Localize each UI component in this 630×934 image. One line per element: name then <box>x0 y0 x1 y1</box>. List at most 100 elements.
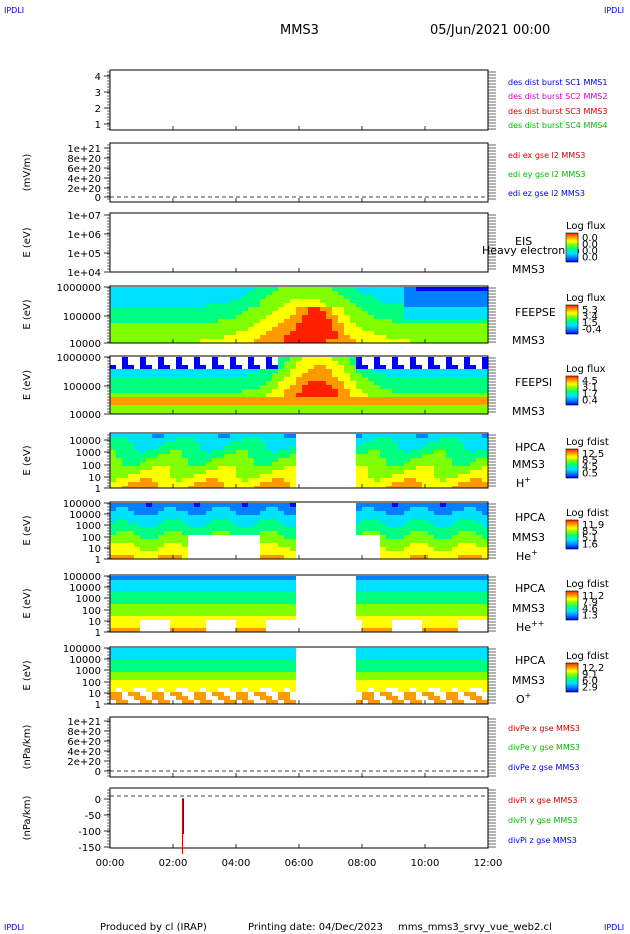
colorbar <box>565 375 579 406</box>
panel-frame <box>109 69 489 131</box>
panel-divpi: 0 -50 -100 -150 (nPa/km) divPi x gse MMS3 divP… <box>22 787 577 855</box>
species-label: O+ <box>516 691 531 706</box>
legend-entry: divPi y gse MMS3 <box>508 816 577 825</box>
ytick-label: 2e+20 <box>67 184 101 195</box>
corner-tag-tl: IPDLI <box>4 6 24 15</box>
colorbar-label: 1.3 <box>582 611 598 622</box>
spectrogram-hpca_o <box>110 648 488 704</box>
corner-tag-bl: IPDLI <box>4 923 24 932</box>
ytick-label: 8e+20 <box>67 154 101 165</box>
colorbar-title: Log fdist <box>566 651 609 662</box>
ytick-label: 1000 <box>76 666 101 677</box>
colorbar-label: 1.5 <box>582 318 598 329</box>
ylabel: (nPa/km) <box>22 725 33 770</box>
xtick-label: 00:00 <box>96 858 125 869</box>
ytick-label: 1e+21 <box>67 717 101 728</box>
ytick-label: -100 <box>78 827 101 838</box>
instrument-label: HPCA <box>515 441 546 454</box>
panels-group: 4 3 2 1 des dist burst SC1 MMS1 des dist burs… <box>22 69 609 855</box>
ytick-label: -150 <box>78 843 101 854</box>
ytick-label: 4 <box>95 72 101 83</box>
ylabel: E (eV) <box>22 227 33 257</box>
ylabel: E (eV) <box>22 660 33 690</box>
instrument-label: FEEPSE <box>515 306 556 319</box>
ytick-label: 100 <box>82 533 101 544</box>
ytick-label: 2e+20 <box>67 757 101 768</box>
colorbar-label: 3.1 <box>582 383 598 394</box>
ytick-label: 6e+20 <box>67 737 101 748</box>
ytick-label: 6e+20 <box>67 164 101 175</box>
colorbar-title: Log fdist <box>566 508 609 519</box>
colorbar-label: 3.4 <box>582 312 598 323</box>
colorbar-label: 12.5 <box>582 449 604 460</box>
ytick-label: 2 <box>95 104 101 115</box>
spectrogram-hpca_h <box>110 434 488 488</box>
ytick-label: 1000 <box>76 521 101 532</box>
ytick-label: 10 <box>88 617 101 628</box>
colorbar-label: 7.9 <box>582 598 598 609</box>
ytick-label: 1000 <box>76 448 101 459</box>
instrument-spacecraft: MMS3 <box>512 405 545 418</box>
ytick-label: 100000 <box>63 572 101 583</box>
colorbar-label: 0.0 <box>582 240 598 251</box>
ytick-label: 10 <box>88 689 101 700</box>
ytick-label: 1000000 <box>56 353 101 364</box>
colorbar-label: 1.6 <box>582 540 598 551</box>
instrument-spacecraft: MMS3 <box>512 263 545 276</box>
ytick-label: 100000 <box>63 382 101 393</box>
ytick-label: 0 <box>95 767 101 778</box>
instrument-label: EIS <box>515 235 532 248</box>
footer-produced-by: Produced by cl (IRAP) <box>100 922 207 933</box>
ytick-label: 10000 <box>69 339 101 350</box>
colorbar-label: 1.7 <box>582 389 598 400</box>
xtick-label: 06:00 <box>285 858 314 869</box>
colorbar-label: 4.6 <box>582 604 598 615</box>
ytick-label: 1e+05 <box>67 249 101 260</box>
xtick-label: 10:00 <box>411 858 440 869</box>
ytick-label: 10000 <box>69 510 101 521</box>
colorbar-label: 0.5 <box>582 469 598 480</box>
instrument-spacecraft: MMS3 <box>512 458 545 471</box>
plot-datetime: 05/Jun/2021 00:00 <box>430 23 550 38</box>
colorbar-label: 0.0 <box>582 246 598 257</box>
species-label: He+ <box>516 548 538 563</box>
colorbar-label: 0.0 <box>582 253 598 264</box>
panel-dist: 4 3 2 1 des dist burst SC1 MMS1 des dist burs… <box>95 69 607 131</box>
panel-feepse: 1000000 100000 10000 E (eV) FEEPSE MMS3 Log fl… <box>22 283 606 350</box>
ytick-label: 1 <box>95 120 101 131</box>
colorbar-title: Log fdist <box>566 437 609 448</box>
legend-entry: edi ex gse l2 MMS3 <box>508 151 585 160</box>
ytick-label: 100000 <box>63 499 101 510</box>
panel-feepsi: 1000000 100000 10000 E (eV) FEEPSI MMS3 Log fl… <box>22 353 606 421</box>
ytick-label: 8e+20 <box>67 727 101 738</box>
instrument-label: FEEPSI <box>515 376 552 389</box>
instrument-label: HPCA <box>515 654 546 667</box>
colorbar-label: 2.9 <box>582 683 598 694</box>
ylabel: (mV/m) <box>22 154 33 192</box>
ytick-label: 1e+04 <box>67 268 101 279</box>
ytick-label: 10000 <box>69 583 101 594</box>
instrument-spacecraft: MMS3 <box>512 334 545 347</box>
species-label: H+ <box>516 475 531 490</box>
colorbar-title: Log fdist <box>566 579 609 590</box>
ytick-label: 100000 <box>63 644 101 655</box>
ytick-label: 1000000 <box>56 283 101 294</box>
ytick-label: 1e+06 <box>67 230 101 241</box>
ytick-label: 10 <box>88 473 101 484</box>
instrument-spacecraft: MMS3 <box>512 674 545 687</box>
colorbar-label: 5.1 <box>582 533 598 544</box>
colorbar-label: 8.5 <box>582 527 598 538</box>
colorbar-label: 5.3 <box>582 305 598 316</box>
xtick-label: 02:00 <box>159 858 188 869</box>
ytick-label: 1e+21 <box>67 144 101 155</box>
ylabel: E (eV) <box>22 588 33 618</box>
ytick-label: 10 <box>88 544 101 555</box>
panel-frame <box>109 212 489 273</box>
colorbar-title: Log flux <box>566 221 606 232</box>
ytick-label: 10000 <box>69 410 101 421</box>
